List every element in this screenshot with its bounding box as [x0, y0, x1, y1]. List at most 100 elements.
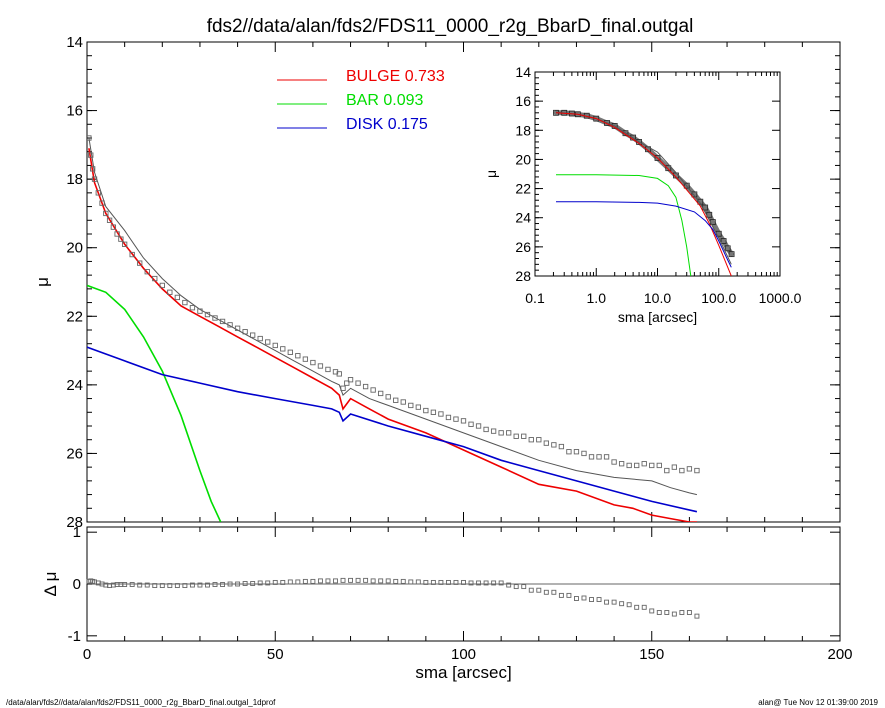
main-data-point: [513, 433, 519, 439]
main-data-point: [302, 356, 309, 362]
main-data-point: [212, 315, 218, 321]
main-data-point: [91, 176, 98, 182]
main-data-point: [694, 467, 700, 474]
inset-line-disk: [556, 201, 732, 268]
residual-point: [558, 592, 564, 598]
main-data-point: [204, 311, 211, 318]
main-y-tick-label: 26: [66, 445, 83, 462]
inset-line-bulge: [555, 112, 732, 276]
residual-point: [506, 582, 512, 588]
residual-point: [257, 580, 263, 586]
residual-point: [453, 579, 459, 585]
residual-point: [656, 610, 662, 615]
residual-point: [129, 582, 135, 587]
main-data-point: [257, 335, 263, 342]
main-data-point: [566, 449, 572, 455]
main-data-point: [490, 428, 497, 434]
main-data-point: [265, 339, 271, 345]
main-data-point: [498, 430, 504, 436]
residual-point: [205, 582, 210, 588]
main-data-point: [129, 251, 135, 258]
residual-point: [686, 610, 692, 615]
footer-filename: /data/alan/fds2//data/alan/fds2/FDS11_00…: [6, 698, 276, 707]
main-data-point: [430, 409, 437, 415]
residual-point: [423, 579, 429, 585]
main-data-point: [340, 385, 346, 391]
main-data-point: [344, 380, 350, 386]
main-data-point: [671, 464, 677, 470]
residual-point: [551, 589, 557, 595]
inset-data-point: [724, 245, 731, 252]
residual-point: [528, 587, 534, 593]
residual-point: [159, 583, 165, 589]
main-data-point: [99, 200, 105, 206]
residual-point: [400, 578, 406, 584]
main-data-point: [370, 387, 376, 393]
series-line-disk: [87, 346, 698, 513]
main-data-point: [87, 135, 92, 141]
residual-point: [445, 579, 451, 585]
main-data-point: [596, 454, 602, 460]
residual-point: [197, 582, 203, 588]
main-data-point: [445, 414, 452, 421]
residual-point: [242, 581, 248, 586]
x-tick-label: 0: [83, 646, 91, 663]
x-tick-label: 200: [827, 646, 852, 663]
main-data-point: [468, 421, 474, 427]
main-y-axis-label: μ: [33, 277, 52, 287]
main-data-point: [649, 462, 655, 469]
main-data-point: [385, 394, 391, 400]
inset-line-bar: [556, 174, 692, 276]
residual-point: [144, 582, 150, 588]
residual-point: [280, 579, 286, 585]
residual-point: [370, 578, 376, 584]
main-data-point: [118, 236, 124, 242]
residual-point: [483, 580, 489, 586]
main-data-point: [347, 377, 354, 383]
legend-label-bar: BAR 0.093: [346, 92, 423, 109]
main-data-point: [679, 467, 685, 474]
main-data-point: [528, 437, 534, 443]
residual-point: [310, 578, 316, 584]
residual-point: [604, 599, 610, 605]
main-y-tick-label: 28: [66, 514, 83, 531]
inset-data-point: [593, 115, 600, 122]
footer-timestamp: alan@ Tue Nov 12 01:39:00 2019: [758, 698, 878, 707]
residual-point: [476, 580, 482, 586]
main-data-point: [336, 371, 342, 377]
main-series-group: [87, 135, 700, 522]
main-data-point: [250, 332, 256, 338]
residual-point: [385, 578, 391, 584]
residual-point: [265, 580, 271, 586]
residual-point: [227, 581, 233, 587]
inset-y-tick-label: 16: [515, 93, 531, 109]
main-data-point: [234, 325, 241, 331]
main-data-point: [242, 329, 248, 335]
main-data-point: [121, 241, 128, 247]
main-data-point: [189, 305, 196, 311]
residual-point: [137, 582, 143, 588]
main-data-point: [95, 190, 101, 196]
main-y-tick-label: 14: [66, 34, 83, 51]
main-data-point: [295, 353, 301, 359]
main-data-point: [453, 416, 459, 422]
residual-point: [415, 579, 421, 585]
main-data-point: [325, 366, 331, 373]
residual-point: [589, 597, 594, 602]
main-data-point: [603, 454, 610, 460]
inset-y-tick-label: 14: [515, 64, 531, 80]
main-data-point: [558, 443, 565, 450]
residual-point: [430, 579, 436, 585]
residual-point: [333, 578, 338, 584]
residual-point: [581, 595, 587, 601]
inset-data-point: [665, 165, 672, 172]
inset-x-tick-label: 1000.0: [759, 290, 802, 306]
main-data-point: [280, 346, 286, 352]
main-data-point: [460, 418, 467, 424]
main-data-point: [362, 383, 369, 390]
residual-y-axis-label: Δ μ: [41, 572, 60, 597]
residual-point: [348, 577, 353, 583]
main-data-point: [159, 282, 165, 289]
